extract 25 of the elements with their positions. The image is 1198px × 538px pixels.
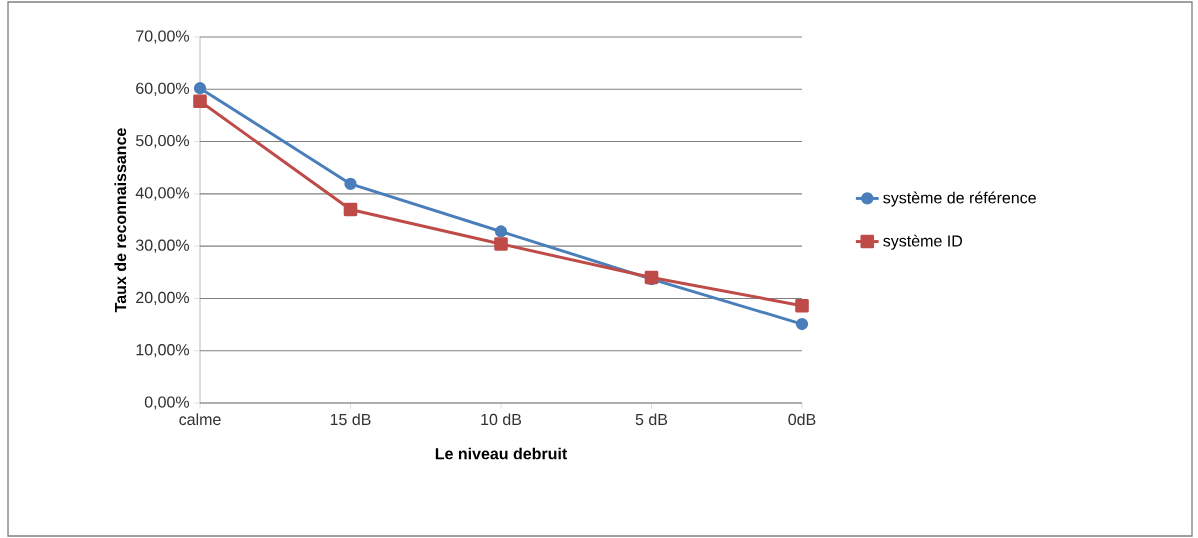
x-axis-title: Le niveau debruit xyxy=(435,447,568,460)
point xyxy=(193,82,207,95)
x-tick-label: 10 dB xyxy=(481,413,522,426)
legend-label: système de référence xyxy=(883,191,1036,207)
x-tick-label: 0dB xyxy=(788,413,816,426)
x-tick-label: calme xyxy=(179,413,221,426)
y-axis-title: Taux de reconnaissance xyxy=(114,128,127,313)
y-tick-label: 70,00% xyxy=(136,30,190,44)
y-tick-label: 30,00% xyxy=(135,239,190,253)
point xyxy=(193,94,207,109)
point xyxy=(494,225,508,238)
point xyxy=(795,298,809,313)
point xyxy=(343,202,358,217)
y-tick-label: 20,00% xyxy=(136,291,190,306)
y-tick-label: 0,00% xyxy=(144,396,190,410)
y-tick-label: 10,00% xyxy=(136,344,190,358)
y-tick-label: 40,00% xyxy=(135,187,190,201)
point xyxy=(344,177,357,191)
y-tick-label: 60,00% xyxy=(136,82,190,96)
point xyxy=(795,317,809,331)
legend-label: système ID xyxy=(883,234,963,250)
point xyxy=(494,237,508,251)
x-tick-label: 5 dB xyxy=(635,413,668,426)
x-tick-label: 15 dB xyxy=(330,413,371,426)
y-tick-label: 50,00% xyxy=(135,134,190,149)
